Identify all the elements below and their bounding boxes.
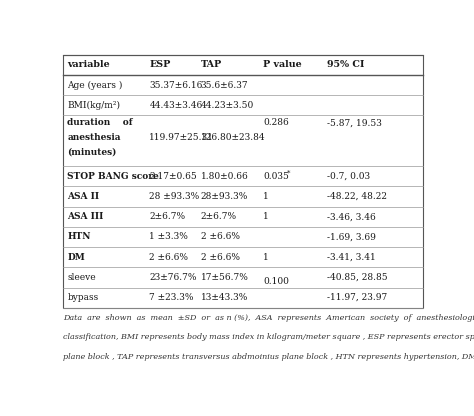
Text: 2 ±6.6%: 2 ±6.6% <box>149 253 188 262</box>
Text: -11.97, 23.97: -11.97, 23.97 <box>328 293 388 302</box>
Text: P value: P value <box>263 60 302 69</box>
Text: -48.22, 48.22: -48.22, 48.22 <box>328 192 387 201</box>
Text: 44.43±3.46: 44.43±3.46 <box>149 101 202 110</box>
Text: sleeve: sleeve <box>67 273 96 282</box>
Text: 13±43.3%: 13±43.3% <box>201 293 248 302</box>
Text: 44.23±3.50: 44.23±3.50 <box>201 101 254 110</box>
Text: -5.87, 19.53: -5.87, 19.53 <box>328 118 383 127</box>
Text: classification, BMI represents body mass index in kilogram/meter square , ESP re: classification, BMI represents body mass… <box>63 333 474 342</box>
Text: Age (years ): Age (years ) <box>67 81 123 90</box>
Text: 35.37±6.16: 35.37±6.16 <box>149 81 202 89</box>
Text: 95% CI: 95% CI <box>328 60 365 69</box>
Text: 2 ±6.6%: 2 ±6.6% <box>201 233 240 241</box>
Text: 1.80±0.66: 1.80±0.66 <box>201 172 248 181</box>
Text: -3.41, 3.41: -3.41, 3.41 <box>328 253 376 262</box>
Text: 0.035: 0.035 <box>263 172 289 181</box>
Text: -1.69, 3.69: -1.69, 3.69 <box>328 233 376 241</box>
Text: 119.97±25.31: 119.97±25.31 <box>149 133 214 141</box>
Text: duration    of: duration of <box>67 118 133 127</box>
Text: ASA II: ASA II <box>67 192 100 201</box>
Text: anesthesia: anesthesia <box>67 133 121 141</box>
Text: 126.80±23.84: 126.80±23.84 <box>201 133 265 141</box>
Text: 1: 1 <box>263 212 269 221</box>
Text: TAP: TAP <box>201 60 222 69</box>
Text: 28 ±93.3%: 28 ±93.3% <box>149 192 200 201</box>
Text: ESP: ESP <box>149 60 171 69</box>
Text: BMI(kg/m²): BMI(kg/m²) <box>67 101 120 110</box>
Text: HTN: HTN <box>67 233 91 241</box>
Text: DM: DM <box>67 253 85 262</box>
Text: 2.17±0.65: 2.17±0.65 <box>149 172 197 181</box>
Text: -3.46, 3.46: -3.46, 3.46 <box>328 212 376 221</box>
Text: (minutes): (minutes) <box>67 147 117 156</box>
Text: Data  are  shown  as  mean  ±SD  or  as n (%),  ASA  represents  American  socie: Data are shown as mean ±SD or as n (%), … <box>63 314 474 322</box>
Text: -0.7, 0.03: -0.7, 0.03 <box>328 172 371 181</box>
Text: bypass: bypass <box>67 293 99 302</box>
Text: 17±56.7%: 17±56.7% <box>201 273 248 282</box>
Text: 2±6.7%: 2±6.7% <box>149 212 185 221</box>
Text: 7 ±23.3%: 7 ±23.3% <box>149 293 194 302</box>
Text: 0.286: 0.286 <box>263 118 289 127</box>
Text: 1: 1 <box>263 253 269 262</box>
Text: 0.100: 0.100 <box>263 277 289 286</box>
Text: 23±76.7%: 23±76.7% <box>149 273 197 282</box>
Text: 2±6.7%: 2±6.7% <box>201 212 237 221</box>
Text: *: * <box>287 170 291 178</box>
Text: plane block , TAP represents transversus abdmoinius plane block , HTN represents: plane block , TAP represents transversus… <box>63 353 474 361</box>
Text: 1: 1 <box>263 192 269 201</box>
FancyBboxPatch shape <box>63 55 423 308</box>
Text: STOP BANG score: STOP BANG score <box>67 172 159 181</box>
Text: 28±93.3%: 28±93.3% <box>201 192 248 201</box>
Text: ASA III: ASA III <box>67 212 104 221</box>
Text: variable: variable <box>67 60 110 69</box>
Text: -40.85, 28.85: -40.85, 28.85 <box>328 273 388 282</box>
Text: 35.6±6.37: 35.6±6.37 <box>201 81 248 89</box>
Text: 1 ±3.3%: 1 ±3.3% <box>149 233 188 241</box>
Text: 2 ±6.6%: 2 ±6.6% <box>201 253 240 262</box>
